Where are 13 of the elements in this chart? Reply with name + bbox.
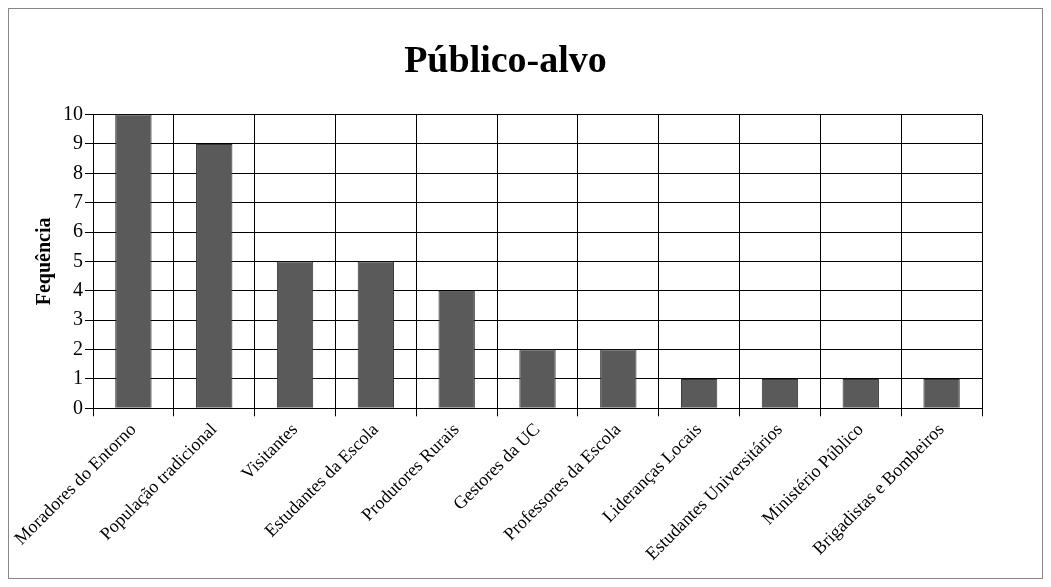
y-tick-label: 6 [73, 219, 83, 242]
chart-title: Público-alvo [404, 37, 607, 80]
y-axis-title: Fequência [32, 217, 56, 306]
y-tick-label: 1 [73, 366, 83, 389]
y-tick-label: 8 [73, 160, 83, 183]
y-tick-label: 9 [73, 131, 83, 154]
y-tick-label: 0 [73, 395, 83, 418]
y-tick-label: 7 [73, 189, 83, 212]
y-tick-label: 2 [73, 336, 83, 359]
y-tick-label: 5 [73, 248, 83, 271]
y-tick-label: 3 [73, 307, 83, 330]
y-tick-label: 10 [63, 101, 83, 124]
y-tick-label: 4 [73, 278, 83, 301]
